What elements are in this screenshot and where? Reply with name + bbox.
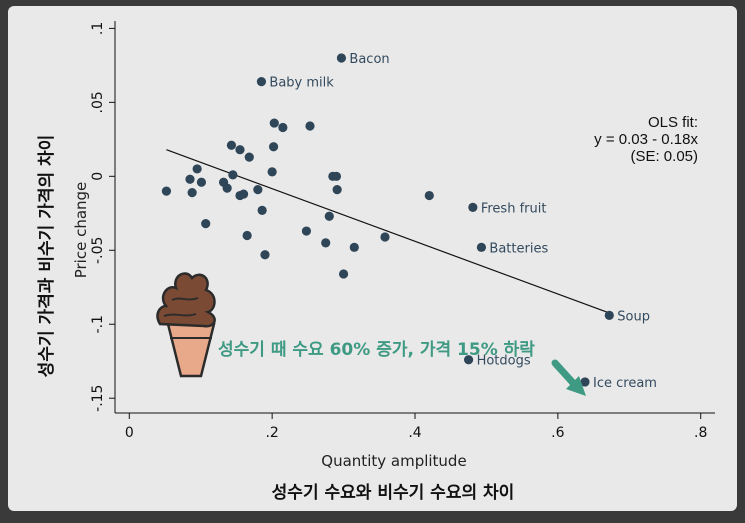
y-tick-label: -.1 [90,315,106,333]
y-axis-title: Price change [72,182,90,279]
data-point [268,142,279,152]
ols-fit-line [166,149,609,313]
data-point [257,205,267,215]
callout-text: 성수기 때 수요 60% 증가, 가격 15% 하락 [218,340,535,360]
point-label: Soup [617,309,650,324]
data-point [338,269,349,279]
data-point [349,242,359,252]
data-point [244,152,254,162]
ols-annotation: OLS fit: y = 0.03 - 0.18x (SE: 0.05) [594,114,698,165]
scatter-chart: 성수기 가격과 비수기 가격의 차이 성수기 수요와 비수기 수요의 차이 Pr… [37,21,715,503]
ols-line-1: OLS fit: [648,114,698,131]
point-label: Hotdogs [477,354,531,369]
data-point [256,77,267,87]
y-tick-label: -.05 [90,237,106,264]
fit-line [166,149,609,313]
y-tick-label: .1 [90,22,106,35]
data-point [228,170,238,180]
data-point [301,226,312,236]
data-point [321,238,331,248]
ols-line-2: y = 0.03 - 0.18x [594,131,698,148]
korean-x-axis-title: 성수기 수요와 비수기 수요의 차이 [272,483,515,503]
x-tick-label: .4 [408,425,421,441]
data-point [161,186,172,196]
data-point [222,183,232,193]
data-point [260,250,270,260]
data-point [278,122,288,133]
data-point [235,145,245,155]
point-label: Fresh fruit [481,201,547,216]
data-point [253,185,263,195]
data-point [468,202,478,212]
data-point [324,211,334,221]
data-point [424,190,434,201]
data-point [604,310,614,320]
ols-line-3: (SE: 0.05) [630,148,698,165]
data-point [336,53,347,63]
data-point [332,185,342,195]
x-tick-label: .6 [551,425,564,441]
data-point [380,232,390,242]
ice-cream-icon [156,272,216,378]
data-point [185,174,195,184]
y-tick-label: .05 [90,91,106,113]
data-point [242,230,252,241]
chart-frame: 성수기 가격과 비수기 가격의 차이 성수기 수요와 비수기 수요의 차이 Pr… [8,6,737,511]
data-point [269,118,279,128]
data-point [463,355,474,365]
korean-y-axis-title: 성수기 가격과 비수기 가격의 차이 [37,135,57,378]
point-label: Batteries [489,241,548,256]
data-point [267,167,277,177]
x-tick-label: .2 [265,425,278,441]
data-point [580,377,590,387]
data-point [226,140,237,150]
data-point [331,171,342,181]
data-point [196,177,207,187]
callout-arrow-icon [551,359,586,396]
x-axis-title: Quantity amplitude [321,452,466,470]
point-label: Ice cream [593,376,657,391]
x-tick-label: 0 [125,425,134,441]
point-label: Bacon [349,52,389,67]
y-tick-label: -.15 [90,385,106,412]
data-point [305,121,315,131]
axis-ticks: 0 .2 .4 .6 .8 -.15 -.1 -.05 0 .05 .1 [90,22,707,441]
point-label: Baby milk [269,76,334,91]
data-point [238,189,249,199]
data-point [187,187,197,198]
data-point [476,242,487,252]
y-tick-label: 0 [90,172,106,181]
data-point [192,164,202,174]
data-points: Bacon Baby milk Fresh fruit Batteries Soup Ho… [161,52,657,391]
data-point [201,219,211,229]
x-tick-label: .8 [694,425,707,441]
